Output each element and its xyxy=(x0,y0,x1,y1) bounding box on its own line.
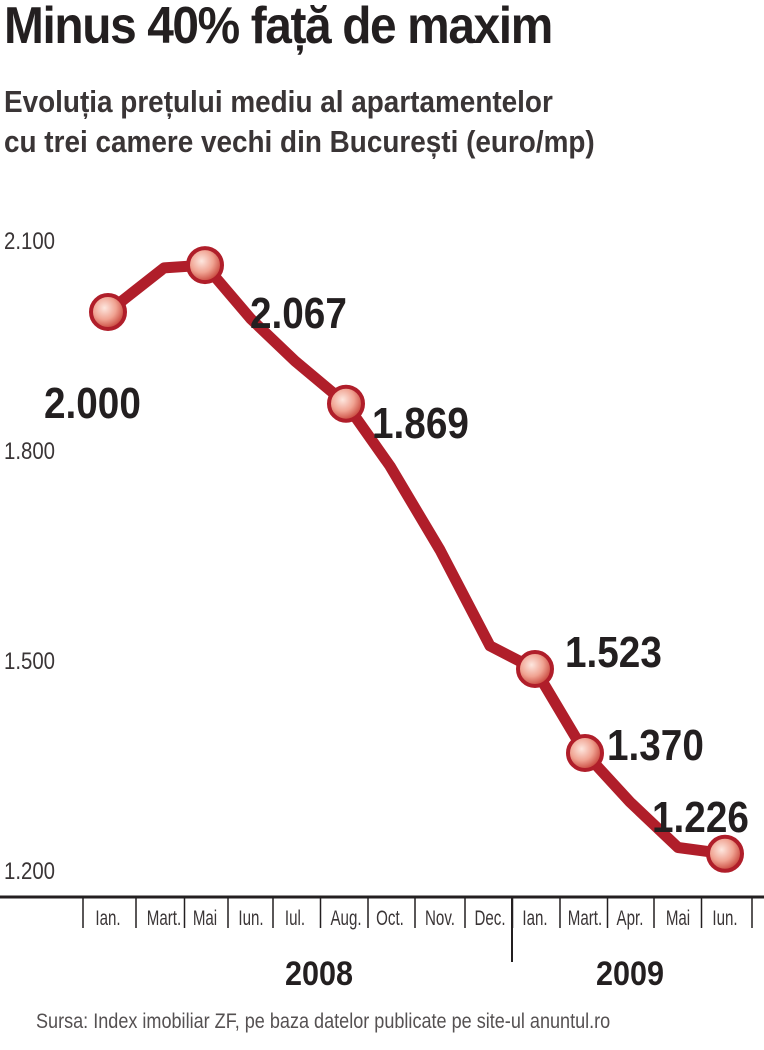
x-tick-label: Apr. xyxy=(617,905,644,929)
source-note: Sursa: Index imobiliar ZF, pe baza datel… xyxy=(36,1010,611,1033)
data-point-marker xyxy=(516,650,554,688)
subtitle-line-1: Evoluția prețului mediu al apartamentelo… xyxy=(4,84,553,119)
x-tick-label: Mart. xyxy=(568,905,602,929)
data-point-marker xyxy=(706,834,744,873)
x-tick-label: Ian. xyxy=(522,905,547,929)
y-tick-label: 1.800 xyxy=(4,437,55,464)
x-tick-label: Nov. xyxy=(425,905,455,929)
data-label: 1.370 xyxy=(607,720,704,770)
x-tick-label: Mart. xyxy=(147,905,181,929)
data-point-marker xyxy=(89,293,127,331)
y-tick-label: 2.100 xyxy=(4,227,55,254)
year-label: 2008 xyxy=(285,955,353,993)
x-tick-label: Mai xyxy=(666,905,690,929)
price-line-chart: 2.100 1.800 1.500 1.200 Ian. Mart. Mai Iun. Iul.… xyxy=(0,227,764,993)
data-label: 2.067 xyxy=(250,288,347,338)
data-point-marker xyxy=(327,384,365,423)
x-tick-label: Ian. xyxy=(95,905,120,929)
x-tick-label: Mai xyxy=(193,905,217,929)
x-tick-label: Iun. xyxy=(712,905,737,929)
data-label: 1.226 xyxy=(652,792,749,842)
x-tick-label: Dec. xyxy=(474,905,505,929)
data-label: 1.869 xyxy=(372,398,469,448)
x-tick-label: Aug. xyxy=(330,905,361,929)
x-tick-label: Oct. xyxy=(376,905,404,929)
y-tick-label: 1.500 xyxy=(4,647,55,674)
data-label: 1.523 xyxy=(565,627,662,677)
year-label: 2009 xyxy=(596,955,664,993)
y-tick-label: 1.200 xyxy=(4,857,55,884)
subtitle-line-2: cu trei camere vechi din București (euro… xyxy=(4,124,595,159)
x-tick-label: Iul. xyxy=(285,905,305,929)
chart-title: Minus 40% față de maxim xyxy=(4,0,553,55)
x-tick-label: Iun. xyxy=(238,905,263,929)
data-point-marker xyxy=(186,246,224,285)
data-point-marker xyxy=(566,734,604,772)
chart-subtitle: Evoluția prețului mediu al apartamentelo… xyxy=(4,82,688,162)
data-label: 2.000 xyxy=(44,378,141,428)
